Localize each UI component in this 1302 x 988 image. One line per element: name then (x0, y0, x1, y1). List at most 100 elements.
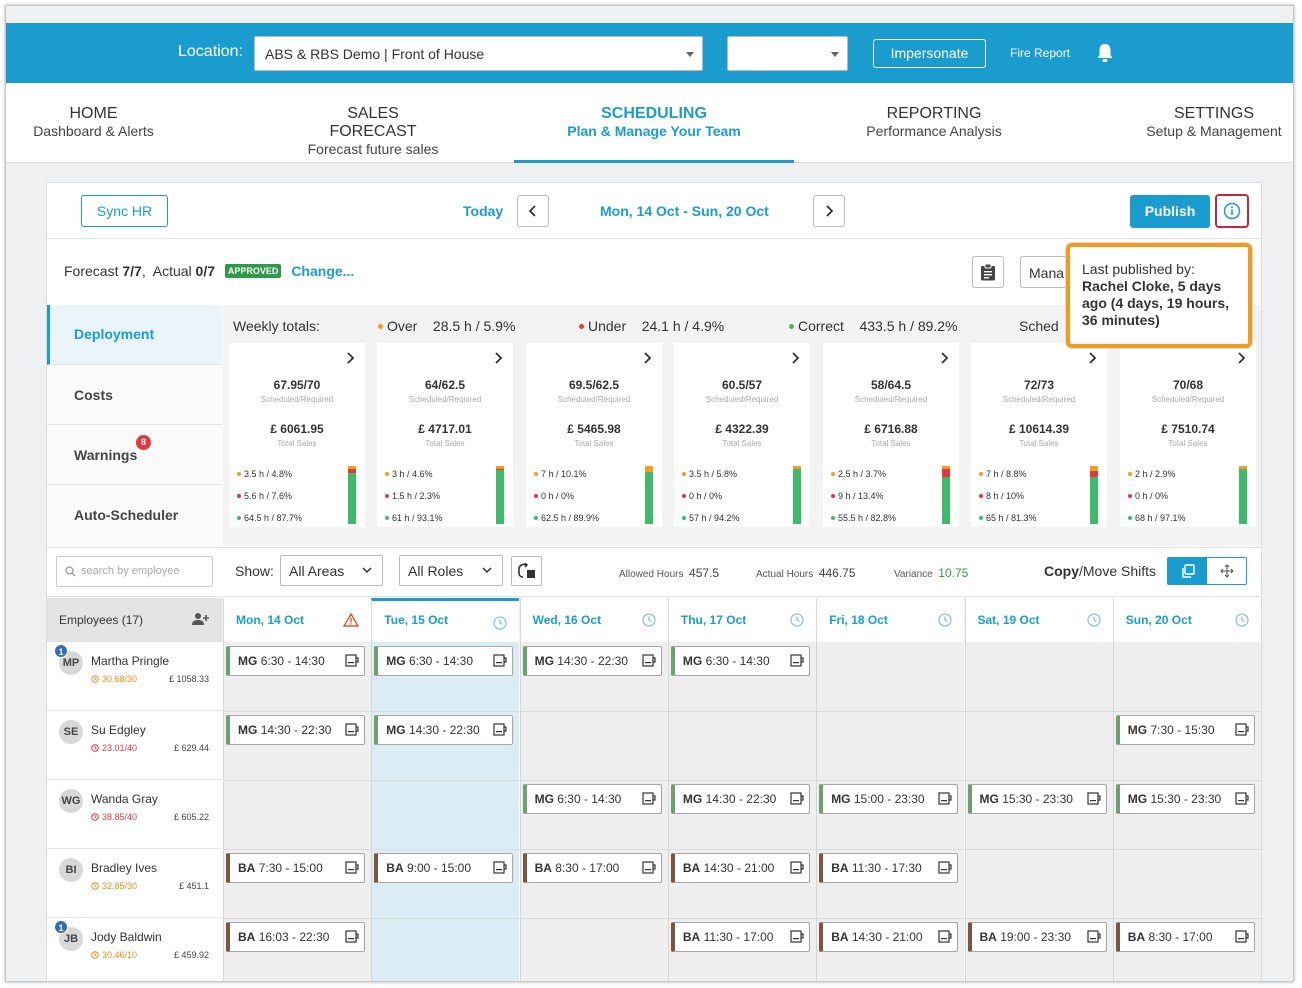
tab-deployment[interactable]: Deployment (47, 305, 222, 365)
shift-block[interactable]: BA 8:30 - 17:00 (1115, 922, 1255, 952)
day-header[interactable]: Sun, 20 Oct (1112, 598, 1261, 642)
break-icon[interactable] (1235, 792, 1249, 806)
shift-block[interactable]: MG 6:30 - 14:30 (670, 646, 810, 676)
under-dot-icon (385, 494, 389, 498)
chevron-right-icon[interactable] (494, 352, 503, 364)
nav-scheduling[interactable]: SCHEDULING Plan & Manage Your Team (566, 105, 742, 140)
shift-block[interactable]: MG 14:30 - 22:30 (670, 784, 810, 814)
day-header[interactable]: Tue, 15 Oct (371, 598, 520, 642)
publish-button[interactable]: Publish (1130, 195, 1210, 228)
today-button[interactable]: Today (463, 203, 504, 219)
next-week-button[interactable] (813, 195, 845, 227)
shift-block[interactable]: BA 9:00 - 15:00 (374, 853, 514, 883)
shift-role: BA (534, 861, 552, 875)
add-employee-icon[interactable] (192, 612, 210, 626)
secondary-select[interactable] (727, 36, 848, 71)
shift-block[interactable]: MG 6:30 - 14:30 (522, 784, 662, 814)
chevron-right-icon[interactable] (346, 352, 355, 364)
break-icon[interactable] (345, 930, 359, 944)
shift-block[interactable]: MG 15:30 - 23:30 (967, 784, 1107, 814)
prev-week-button[interactable] (517, 195, 549, 227)
day-header[interactable]: Mon, 14 Oct (223, 598, 371, 642)
copy-mode-button[interactable] (1168, 558, 1207, 584)
under-dot-icon (534, 494, 538, 498)
day-header[interactable]: Wed, 16 Oct (519, 598, 668, 642)
bell-icon[interactable] (1096, 43, 1114, 63)
break-icon[interactable] (493, 861, 507, 875)
employee-row[interactable]: MP 1 Martha Pringle 30.68/30 £ 1058.33 (47, 642, 222, 711)
shift-block[interactable]: MG 14:30 - 22:30 (522, 646, 662, 676)
nav-sales-forecast[interactable]: SALES FORECAST Forecast future sales (302, 105, 444, 158)
tab-warnings[interactable]: Warnings 8 (47, 425, 222, 485)
publish-info-button[interactable] (1215, 194, 1249, 228)
chevron-right-icon[interactable] (791, 352, 800, 364)
chevron-right-icon[interactable] (940, 352, 949, 364)
break-icon[interactable] (1086, 930, 1101, 944)
location-select[interactable]: ABS & RBS Demo | Front of House (254, 36, 703, 71)
chevron-right-icon[interactable] (1088, 352, 1097, 364)
employee-row[interactable]: BI Bradley Ives 32.85/30 £ 451.1 (47, 849, 222, 918)
roles-select[interactable]: All Roles (399, 555, 503, 586)
chevron-right-icon[interactable] (643, 352, 652, 364)
tab-auto-scheduler[interactable]: Auto-Scheduler (47, 485, 222, 545)
break-icon[interactable] (1235, 723, 1249, 737)
move-mode-button[interactable] (1207, 558, 1246, 584)
chevron-right-icon[interactable] (1237, 352, 1246, 364)
break-icon[interactable] (938, 792, 952, 806)
employee-row[interactable]: JB 1 Jody Baldwin 30.46/10 £ 459.92 (47, 918, 222, 981)
shift-block[interactable]: MG 6:30 - 14:30 (226, 646, 365, 676)
fire-report-link[interactable]: Fire Report (1010, 46, 1071, 60)
nav-reporting[interactable]: REPORTING Performance Analysis (859, 105, 1009, 140)
shift-block[interactable]: BA 7:30 - 15:00 (226, 853, 365, 883)
shift-block[interactable]: BA 8:30 - 17:00 (522, 853, 662, 883)
day-header[interactable]: Thu, 17 Oct (667, 598, 816, 642)
clipboard-button[interactable] (972, 256, 1004, 288)
shift-block[interactable]: MG 15:30 - 23:30 (1115, 784, 1255, 814)
break-icon[interactable] (493, 654, 507, 668)
shift-block[interactable]: BA 16:03 - 22:30 (226, 922, 365, 952)
break-icon[interactable] (790, 792, 804, 806)
break-icon[interactable] (641, 654, 656, 668)
shift-block[interactable]: BA 11:30 - 17:00 (670, 922, 810, 952)
day-header[interactable]: Fri, 18 Oct (816, 598, 965, 642)
shift-block[interactable]: BA 19:00 - 23:30 (967, 922, 1107, 952)
shift-block[interactable]: BA 14:30 - 21:00 (670, 853, 810, 883)
employee-row[interactable]: WG Wanda Gray 38.85/40 £ 605.22 (47, 780, 222, 849)
swap-view-button[interactable] (511, 556, 542, 586)
nav-home[interactable]: HOME Dashboard & Alerts (31, 105, 156, 140)
areas-select[interactable]: All Areas (280, 555, 383, 586)
break-icon[interactable] (790, 930, 804, 944)
break-icon[interactable] (1235, 930, 1249, 944)
day-column[interactable] (371, 642, 520, 981)
break-icon[interactable] (938, 930, 952, 944)
day-label: Tue, 15 Oct (384, 613, 449, 627)
break-icon[interactable] (790, 861, 804, 875)
shift-block[interactable]: MG 15:00 - 23:30 (819, 784, 959, 814)
shift-block[interactable]: BA 11:30 - 17:30 (819, 853, 959, 883)
shift-block[interactable]: MG 14:30 - 22:30 (374, 715, 514, 745)
break-icon[interactable] (790, 654, 804, 668)
change-forecast-link[interactable]: Change... (291, 263, 355, 279)
shift-block[interactable]: MG 14:30 - 22:30 (226, 715, 365, 745)
shift-block[interactable]: MG 7:30 - 15:30 (1115, 715, 1255, 745)
sync-hr-button[interactable]: Sync HR (81, 195, 168, 227)
over-segment (793, 466, 801, 469)
shift-block[interactable]: BA 14:30 - 21:00 (819, 922, 959, 952)
tab-costs[interactable]: Costs (47, 365, 222, 425)
shift-block[interactable]: MG 6:30 - 14:30 (374, 646, 514, 676)
employee-search-input[interactable]: search by employee (56, 556, 213, 587)
break-icon[interactable] (493, 723, 507, 737)
row-divider (223, 849, 1261, 850)
break-icon[interactable] (641, 861, 656, 875)
employee-row[interactable]: SE Su Edgley 23.01/40 £ 629.44 (47, 711, 222, 780)
break-icon[interactable] (1086, 792, 1101, 806)
nav-settings[interactable]: SETTINGS Setup & Management (1144, 105, 1284, 140)
break-icon[interactable] (345, 861, 359, 875)
break-icon[interactable] (345, 654, 359, 668)
break-icon[interactable] (345, 723, 359, 737)
over-value: 3 h / 4.6% (392, 469, 433, 479)
break-icon[interactable] (641, 792, 656, 806)
impersonate-button[interactable]: Impersonate (873, 39, 986, 68)
day-header[interactable]: Sat, 19 Oct (964, 598, 1113, 642)
break-icon[interactable] (938, 861, 952, 875)
